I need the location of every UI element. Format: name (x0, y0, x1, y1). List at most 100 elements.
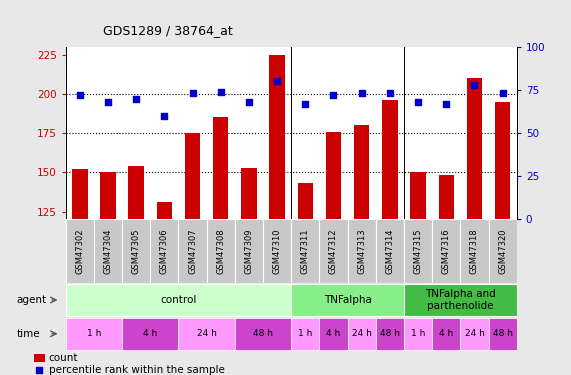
Point (301, 101, 310, 107)
Text: 48 h: 48 h (493, 329, 513, 338)
Point (244, 99, 254, 105)
Text: GDS1289 / 38764_at: GDS1289 / 38764_at (103, 24, 232, 38)
Text: 4 h: 4 h (327, 329, 341, 338)
Bar (348, 318, 376, 350)
Bar (319, 318, 348, 350)
Text: GSM47311: GSM47311 (301, 228, 310, 274)
Bar (291, 219, 319, 283)
Bar (122, 219, 150, 283)
Bar (348, 219, 376, 283)
Text: 4 h: 4 h (439, 329, 453, 338)
Text: 48 h: 48 h (380, 329, 400, 338)
Bar (66, 318, 122, 350)
Bar (376, 318, 404, 350)
Text: GSM47318: GSM47318 (470, 228, 479, 274)
Bar (66, 284, 291, 316)
Text: percentile rank within the sample: percentile rank within the sample (49, 364, 224, 375)
Bar (213, 117, 228, 219)
Bar (467, 78, 482, 219)
Text: GSM47306: GSM47306 (160, 228, 169, 274)
Bar (122, 318, 178, 350)
Bar (460, 318, 489, 350)
Text: 1 h: 1 h (298, 329, 312, 338)
Text: TNFalpha: TNFalpha (324, 295, 372, 305)
Bar (128, 166, 144, 219)
Bar (34, 354, 45, 362)
Point (216, 89, 226, 95)
Point (413, 99, 423, 105)
Text: GSM47314: GSM47314 (385, 228, 395, 274)
Bar (270, 55, 285, 219)
Bar (432, 318, 460, 350)
Text: GSM47304: GSM47304 (103, 228, 112, 274)
Bar (404, 219, 432, 283)
Point (498, 90, 507, 96)
Text: count: count (49, 353, 78, 363)
Bar (156, 202, 172, 219)
Text: GSM47309: GSM47309 (244, 228, 254, 274)
Bar (185, 133, 200, 219)
Bar (404, 284, 517, 316)
Text: 24 h: 24 h (196, 329, 216, 338)
Bar (150, 219, 178, 283)
Text: time: time (17, 329, 40, 339)
Text: GSM47308: GSM47308 (216, 228, 225, 274)
Bar (178, 318, 235, 350)
Bar (235, 318, 291, 350)
Point (470, 82, 479, 88)
Text: agent: agent (17, 295, 47, 305)
Bar (404, 318, 432, 350)
Bar (207, 219, 235, 283)
Point (357, 90, 366, 96)
Text: 1 h: 1 h (411, 329, 425, 338)
Text: 48 h: 48 h (253, 329, 273, 338)
Bar (495, 102, 510, 219)
Bar (263, 219, 291, 283)
Point (442, 101, 451, 107)
Text: 24 h: 24 h (352, 329, 372, 338)
Bar (100, 172, 116, 219)
Text: TNFalpha and
parthenolide: TNFalpha and parthenolide (425, 289, 496, 311)
Text: GSM47310: GSM47310 (272, 228, 282, 274)
Text: GSM47313: GSM47313 (357, 228, 366, 274)
Point (75, 92, 85, 98)
Bar (94, 219, 122, 283)
Bar (439, 176, 454, 219)
Bar (319, 219, 348, 283)
Point (188, 90, 197, 96)
Bar (66, 219, 94, 283)
Point (103, 99, 112, 105)
Bar (411, 172, 426, 219)
Text: 1 h: 1 h (87, 329, 101, 338)
Bar (297, 183, 313, 219)
Bar (376, 219, 404, 283)
Point (329, 92, 338, 98)
Bar (489, 318, 517, 350)
Text: GSM47312: GSM47312 (329, 228, 338, 274)
Point (385, 90, 395, 96)
Text: GSM47302: GSM47302 (75, 228, 85, 274)
Bar (382, 100, 397, 219)
Bar (325, 132, 341, 219)
Text: GSM47307: GSM47307 (188, 228, 197, 274)
Text: GSM47315: GSM47315 (413, 228, 423, 274)
Point (272, 78, 282, 84)
Bar (235, 219, 263, 283)
Text: GSM47320: GSM47320 (498, 228, 507, 274)
Text: control: control (160, 295, 196, 305)
Text: GSM47305: GSM47305 (132, 228, 140, 274)
Bar (432, 219, 460, 283)
Point (160, 113, 169, 119)
Bar (489, 219, 517, 283)
Point (131, 96, 140, 102)
Bar (354, 125, 369, 219)
Bar (72, 169, 87, 219)
Bar (291, 318, 319, 350)
Bar (241, 168, 257, 219)
Bar (178, 219, 207, 283)
Bar (460, 219, 489, 283)
Text: GSM47316: GSM47316 (442, 228, 451, 274)
Text: 24 h: 24 h (465, 329, 484, 338)
Bar (291, 284, 404, 316)
Text: 4 h: 4 h (143, 329, 158, 338)
